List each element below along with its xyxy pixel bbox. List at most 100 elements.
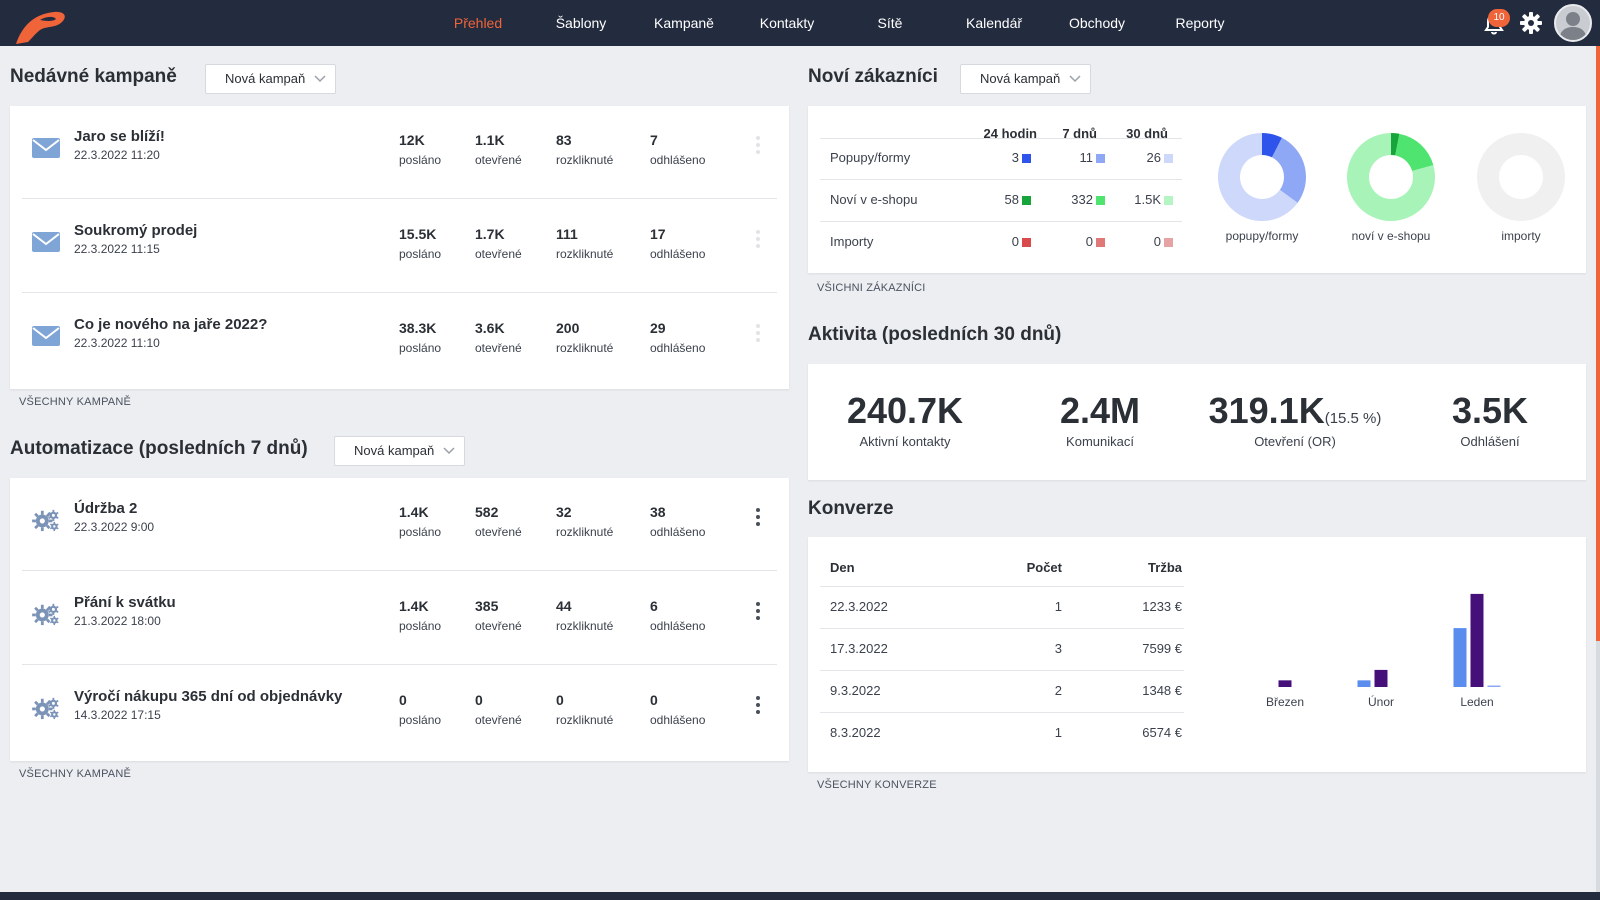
conv-cell-revenue: 6574 €	[1142, 725, 1182, 740]
campaign-title[interactable]: Přání k svátku	[74, 594, 176, 611]
campaign-date: 22.3.2022 11:15	[74, 242, 160, 256]
color-swatch	[1096, 154, 1105, 163]
campaign-title[interactable]: Údržba 2	[74, 500, 138, 517]
recent-campaigns-card: Jaro se blíží! 22.3.2022 11:20 12K posláno 1…	[10, 106, 789, 389]
envelope-icon	[32, 232, 60, 252]
color-swatch	[1164, 154, 1173, 163]
row-divider	[22, 570, 777, 571]
row-divider	[22, 292, 777, 293]
customers-row-label: Importy	[830, 234, 874, 249]
new-customers-card: 24 hodin 7 dnů 30 dnů Popupy/formy 3 11 26 Noví…	[808, 106, 1586, 273]
stat-label-sent: posláno	[399, 525, 442, 539]
all-customers-link[interactable]: VŠICHNI ZÁKAZNÍCI	[817, 282, 926, 294]
row-menu-kebab-icon[interactable]	[755, 136, 761, 158]
row-menu-kebab-icon[interactable]	[755, 324, 761, 346]
nav-item[interactable]: Obchody	[1068, 15, 1126, 31]
conv-cell-revenue: 1348 €	[1142, 683, 1182, 698]
donut-label: popupy/formy	[1225, 229, 1299, 243]
stat-label-sent: posláno	[399, 153, 442, 167]
notification-badge: 10	[1488, 9, 1510, 27]
donut-chart	[1347, 133, 1435, 221]
nav-item[interactable]: Kalendář	[965, 15, 1023, 31]
campaign-row[interactable]: Přání k svátku 21.3.2022 18:00 1.4K posláno…	[10, 572, 789, 665]
campaign-title[interactable]: Výročí nákupu 365 dní od objednávky	[74, 688, 343, 705]
automation-new-campaign-dropdown[interactable]: Nová kampaň	[334, 436, 466, 466]
stat-value-sent: 12K	[399, 132, 425, 148]
donut-chart	[1218, 133, 1306, 221]
stat-value-unsub: 0	[650, 692, 658, 708]
customers-row-value: 26	[1146, 150, 1161, 165]
kpi-value: 319.1K(15.5 %)	[1209, 390, 1382, 432]
conversions-card: Den Počet Tržba 22.3.2022 1 1233 € 17.3.2022 3 7…	[808, 537, 1586, 772]
customers-new-campaign-dropdown[interactable]: Nová kampaň	[960, 64, 1092, 94]
campaign-row[interactable]: Jaro se blíží! 22.3.2022 11:20 12K posláno 1…	[10, 106, 789, 199]
gears-icon	[32, 697, 59, 720]
brand-logo[interactable]	[10, 6, 70, 46]
nav-item[interactable]: Šablony	[555, 15, 607, 31]
stat-value-unsub: 17	[650, 226, 666, 242]
all-automations-link[interactable]: VŠECHNY KAMPANĚ	[19, 768, 132, 780]
campaign-title[interactable]: Soukromý prodej	[74, 222, 198, 239]
color-swatch	[1164, 238, 1173, 247]
stat-value-opened: 1.7K	[475, 226, 505, 242]
gears-icon	[32, 603, 59, 626]
row-menu-kebab-icon[interactable]	[755, 696, 761, 718]
campaign-title[interactable]: Co je nového na jaře 2022?	[74, 316, 268, 333]
customers-col-header: 7 dnů	[1062, 126, 1097, 141]
stat-label-clicked: rozkliknuté	[556, 713, 614, 727]
conv-cell-count: 1	[1054, 725, 1062, 740]
stat-value-clicked: 44	[556, 598, 572, 614]
stat-label-opened: otevřené	[475, 713, 522, 727]
customers-row-value: 332	[1071, 192, 1093, 207]
campaign-title[interactable]: Jaro se blíží!	[74, 128, 165, 145]
customers-row-value: 0	[1011, 234, 1019, 249]
campaign-row[interactable]: Soukromý prodej 22.3.2022 11:15 15.5K poslá…	[10, 200, 789, 293]
all-conversions-link[interactable]: VŠECHNY KONVERZE	[817, 779, 937, 791]
user-avatar[interactable]	[1554, 4, 1592, 42]
nav-item[interactable]: Kampaně	[654, 15, 714, 31]
nav-item[interactable]: Sítě	[877, 15, 903, 31]
donut-slice	[1218, 133, 1298, 221]
row-divider	[22, 198, 777, 199]
row-menu-kebab-icon[interactable]	[755, 508, 761, 530]
conv-cell-date: 8.3.2022	[830, 725, 881, 740]
campaign-row[interactable]: Údržba 2 22.3.2022 9:00 1.4K posláno 582 otev…	[10, 478, 789, 571]
row-menu-kebab-icon[interactable]	[755, 602, 761, 624]
nav-item[interactable]: Přehled	[453, 15, 503, 31]
top-navbar: Přehled Šablony Kampaně Kontakty Sítě Kalendá…	[0, 0, 1600, 46]
customers-col-header: 30 dnů	[1126, 126, 1168, 141]
stat-label-opened: otevřené	[475, 247, 522, 261]
stat-value-opened: 385	[475, 598, 499, 614]
nav-item[interactable]: Reporty	[1175, 15, 1225, 31]
stat-value-unsub: 7	[650, 132, 658, 148]
stat-value-unsub: 29	[650, 320, 666, 336]
kpi-label: Aktivní kontakty	[859, 434, 951, 449]
stat-value-opened: 1.1K	[475, 132, 505, 148]
customers-row-value: 11	[1079, 150, 1094, 165]
stat-value-sent: 1.4K	[399, 598, 429, 614]
stat-value-clicked: 32	[556, 504, 572, 520]
recent-new-campaign-dropdown[interactable]: Nová kampaň	[205, 64, 337, 94]
stat-value-opened: 582	[475, 504, 499, 520]
stat-value-opened: 0	[475, 692, 483, 708]
kpi-label: Komunikací	[1066, 434, 1134, 449]
conv-col-header: Den	[830, 560, 855, 575]
stat-label-opened: otevřené	[475, 153, 522, 167]
nav-item[interactable]: Kontakty	[759, 15, 815, 31]
conv-cell-date: 22.3.2022	[830, 599, 888, 614]
all-campaigns-link[interactable]: VŠECHNY KAMPANĚ	[19, 396, 132, 408]
settings-gear-icon[interactable]	[1519, 11, 1543, 35]
conv-cell-count: 3	[1054, 641, 1062, 656]
stat-label-unsub: odhlášeno	[650, 619, 706, 633]
campaign-row[interactable]: Výročí nákupu 365 dní od objednávky 14.3.…	[10, 666, 789, 759]
stat-value-clicked: 111	[556, 226, 578, 242]
campaign-row[interactable]: Co je nového na jaře 2022? 22.3.2022 11:1…	[10, 294, 789, 387]
row-menu-kebab-icon[interactable]	[755, 230, 761, 252]
scrollbar-thumb[interactable]	[1596, 46, 1600, 641]
chevron-down-icon	[1069, 75, 1081, 83]
donut-label: noví v e-shopu	[1351, 229, 1431, 243]
customers-row-value: 58	[1004, 192, 1019, 207]
gears-icon	[32, 509, 59, 532]
bar-leden-s0	[1453, 628, 1467, 687]
color-swatch	[1022, 154, 1031, 163]
